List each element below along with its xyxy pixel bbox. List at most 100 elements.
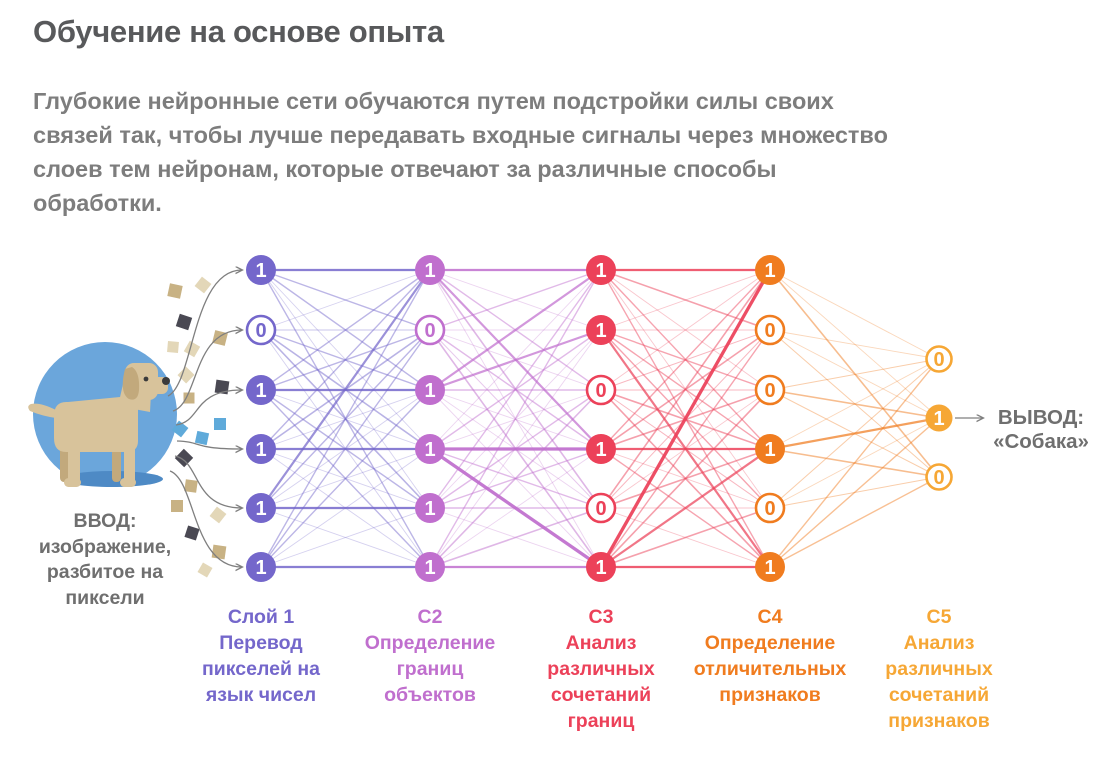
pixel-square	[194, 430, 210, 446]
layer3-node-5	[585, 492, 617, 524]
layer2-nodes: 1 0 1 1 1 1	[414, 255, 446, 582]
edge	[769, 269, 940, 478]
node-value: 1	[424, 380, 435, 402]
pixel-square	[211, 544, 227, 560]
caption-line: С3	[588, 606, 614, 628]
edge	[769, 389, 940, 419]
edge	[429, 389, 602, 450]
edge	[769, 417, 940, 509]
node-value: 1	[424, 439, 435, 461]
caption-line: Определение	[704, 632, 836, 654]
output-label: ВЫВОД: «Собака»	[984, 406, 1098, 454]
caption-line: Слой 1	[227, 606, 295, 628]
layer3-caption: С3 Анализ различных сочетаний границ	[511, 604, 691, 734]
edge	[769, 329, 940, 419]
layer3-node-4	[586, 434, 616, 464]
layer3-nodes: 1 1 0 1 0 1	[585, 255, 617, 582]
edge	[260, 448, 431, 509]
layer2-node-1	[415, 255, 445, 285]
layer5-nodes: 0 1 0	[925, 345, 953, 491]
pixel-square	[167, 283, 183, 299]
dog-nose	[162, 377, 170, 385]
layer5-caption: С5 Анализ различных сочетаний признаков	[849, 604, 1029, 734]
edge	[260, 389, 431, 568]
input-arrow	[169, 470, 242, 567]
caption-line: объектов	[384, 684, 476, 706]
node-value: 1	[255, 557, 266, 579]
pixel-square	[212, 330, 228, 346]
node-value: 1	[424, 557, 435, 579]
layer1-node-4	[246, 434, 276, 464]
edge	[769, 269, 940, 419]
edge	[260, 269, 431, 331]
input-arrow	[174, 455, 242, 508]
node-value: 0	[424, 320, 435, 342]
input-label-line: изображение,	[38, 535, 172, 558]
node-value: 0	[255, 320, 266, 342]
edge	[769, 416, 940, 451]
layer1-node-5	[246, 493, 276, 523]
input-arrows	[167, 270, 242, 567]
pixel-square	[194, 276, 212, 294]
edge	[600, 269, 771, 391]
edge	[429, 269, 602, 450]
edge	[429, 328, 602, 392]
edge	[600, 269, 771, 331]
edge	[429, 447, 602, 569]
pixel-square	[209, 506, 227, 524]
node-value: 1	[595, 439, 606, 461]
edge	[769, 476, 940, 568]
intro-line: слоев тем нейронам, которые отвечают за …	[33, 156, 777, 182]
edge	[429, 269, 602, 509]
layer1-node-2	[245, 314, 277, 346]
edge	[429, 329, 602, 509]
edge	[769, 417, 940, 568]
node-value: 1	[595, 557, 606, 579]
pixel-square	[183, 340, 201, 358]
edge	[599, 269, 772, 568]
dog-illustration	[28, 342, 177, 487]
caption-line: язык чисел	[205, 684, 317, 706]
input-label-line: пиксели	[65, 586, 145, 609]
edges-layer3-layer4	[599, 268, 772, 569]
edge	[769, 358, 940, 450]
edge	[600, 329, 771, 568]
node-value: 1	[255, 380, 266, 402]
edge	[429, 329, 602, 450]
layer2-node-5	[415, 493, 445, 523]
layer4-node-5	[754, 492, 786, 524]
edge	[429, 389, 602, 450]
pixel-square	[183, 392, 195, 404]
edge	[260, 448, 431, 509]
pixel-square	[184, 525, 200, 541]
caption-line: признаков	[888, 710, 990, 732]
layer3-node-2	[586, 315, 616, 345]
caption-line: признаков	[719, 684, 821, 706]
edge	[429, 389, 602, 509]
layer3-node-3	[585, 374, 617, 406]
edge	[260, 507, 431, 568]
edge	[429, 329, 602, 509]
edge	[429, 329, 602, 568]
pixel-square	[177, 366, 195, 384]
layer4-node-6	[755, 552, 785, 582]
node-value: 0	[595, 498, 606, 520]
layer1-node-1	[246, 255, 276, 285]
layer4-node-4	[755, 434, 785, 464]
layer2-node-3	[415, 375, 445, 405]
edge	[769, 476, 940, 509]
pixel-squares	[167, 276, 230, 578]
edge	[600, 269, 771, 509]
caption-line: С4	[757, 606, 783, 628]
edge	[260, 389, 431, 450]
edge	[600, 389, 771, 568]
node-value: 1	[255, 439, 266, 461]
edge	[600, 507, 771, 568]
edge	[260, 329, 431, 391]
node-value: 1	[255, 498, 266, 520]
edge	[429, 269, 602, 391]
node-value: 1	[764, 557, 775, 579]
dog-foot	[64, 478, 81, 487]
edge	[429, 507, 602, 568]
